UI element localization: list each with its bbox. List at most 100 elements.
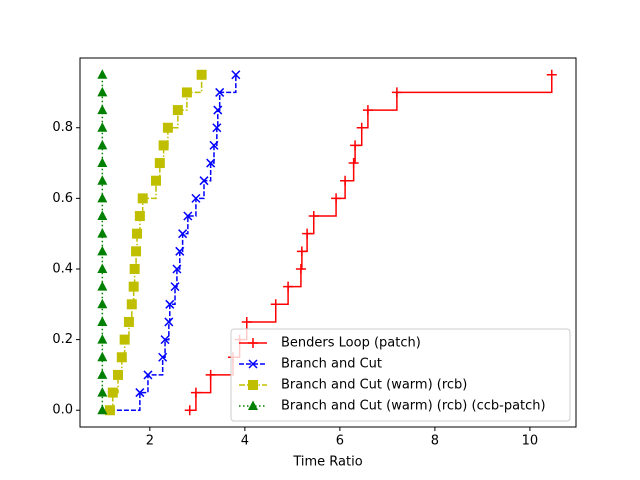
marker bbox=[97, 175, 108, 185]
marker bbox=[283, 281, 294, 292]
marker bbox=[97, 228, 108, 238]
marker bbox=[135, 388, 145, 398]
y-tick-label: 0.4 bbox=[52, 261, 73, 276]
y-tick-label: 0.8 bbox=[52, 120, 73, 135]
marker bbox=[302, 228, 313, 239]
marker bbox=[137, 193, 148, 204]
marker bbox=[97, 404, 108, 415]
marker bbox=[123, 316, 134, 327]
marker bbox=[248, 400, 258, 410]
series bbox=[105, 70, 241, 415]
plot-frame bbox=[79, 57, 577, 428]
marker bbox=[97, 245, 108, 256]
marker bbox=[97, 351, 108, 362]
x-tick-label: 4 bbox=[241, 434, 249, 449]
marker bbox=[184, 405, 195, 416]
x-tick-label: 6 bbox=[336, 434, 344, 449]
marker bbox=[97, 281, 108, 291]
marker bbox=[129, 263, 140, 274]
marker bbox=[340, 175, 351, 186]
marker bbox=[158, 352, 168, 362]
marker bbox=[107, 387, 118, 398]
marker bbox=[172, 264, 182, 274]
marker bbox=[97, 86, 108, 97]
marker bbox=[97, 122, 108, 132]
marker bbox=[175, 246, 185, 256]
marker bbox=[241, 316, 252, 327]
marker bbox=[348, 158, 359, 169]
legend-box bbox=[230, 328, 571, 422]
marker bbox=[104, 405, 115, 416]
marker bbox=[209, 140, 219, 150]
y-tick-label: 0.6 bbox=[52, 191, 73, 206]
marker bbox=[126, 299, 137, 310]
marker bbox=[131, 246, 142, 257]
marker bbox=[248, 380, 258, 390]
marker bbox=[97, 298, 108, 309]
legend-label: Branch and Cut (warm) (rcb) bbox=[281, 378, 467, 393]
marker bbox=[143, 370, 153, 380]
marker bbox=[190, 387, 201, 398]
series bbox=[97, 69, 108, 415]
marker bbox=[183, 211, 193, 221]
marker bbox=[172, 105, 183, 116]
marker bbox=[97, 192, 108, 203]
marker bbox=[356, 122, 367, 133]
marker bbox=[97, 387, 108, 397]
marker bbox=[164, 317, 174, 327]
marker bbox=[97, 69, 108, 79]
marker bbox=[97, 316, 108, 326]
marker bbox=[215, 87, 225, 97]
marker bbox=[97, 157, 108, 168]
marker bbox=[97, 263, 108, 273]
x-tick-label: 8 bbox=[431, 434, 439, 449]
marker bbox=[191, 193, 201, 203]
marker bbox=[296, 246, 307, 257]
marker bbox=[116, 352, 127, 363]
marker bbox=[160, 335, 170, 345]
x-axis-label: Time Ratio bbox=[292, 455, 362, 470]
marker bbox=[199, 176, 209, 186]
legend-label: Benders Loop (patch) bbox=[281, 336, 421, 351]
marker bbox=[170, 282, 180, 292]
y-tick-label: 0.0 bbox=[52, 403, 73, 418]
marker bbox=[154, 158, 165, 169]
x-tick-label: 2 bbox=[146, 434, 154, 449]
series bbox=[104, 69, 207, 416]
marker bbox=[248, 359, 258, 369]
marker bbox=[97, 104, 108, 115]
marker bbox=[128, 281, 139, 292]
marker bbox=[181, 87, 192, 98]
legend-label: Branch and Cut (warm) (rcb) (ccb-patch) bbox=[281, 399, 546, 414]
marker bbox=[97, 334, 108, 344]
marker bbox=[205, 369, 216, 380]
marker bbox=[178, 229, 188, 239]
marker bbox=[113, 369, 124, 380]
marker bbox=[97, 210, 108, 221]
marker bbox=[97, 139, 108, 150]
marker bbox=[196, 69, 207, 80]
marker bbox=[206, 158, 216, 168]
marker bbox=[162, 122, 173, 133]
marker bbox=[270, 299, 281, 310]
y-tick-label: 0.2 bbox=[52, 332, 73, 347]
marker bbox=[248, 338, 258, 348]
legend-label: Branch and Cut bbox=[281, 357, 382, 372]
marker bbox=[308, 211, 319, 222]
marker bbox=[97, 369, 108, 379]
marker bbox=[151, 175, 162, 186]
marker bbox=[213, 105, 223, 115]
marker bbox=[350, 140, 361, 151]
marker bbox=[212, 123, 222, 133]
marker bbox=[231, 70, 241, 80]
marker bbox=[165, 299, 175, 309]
marker bbox=[295, 263, 306, 274]
marker bbox=[391, 87, 402, 98]
marker bbox=[134, 211, 145, 222]
marker bbox=[119, 334, 130, 345]
marker bbox=[546, 69, 557, 80]
marker bbox=[331, 193, 342, 204]
marker bbox=[362, 105, 373, 116]
marker bbox=[158, 140, 169, 151]
